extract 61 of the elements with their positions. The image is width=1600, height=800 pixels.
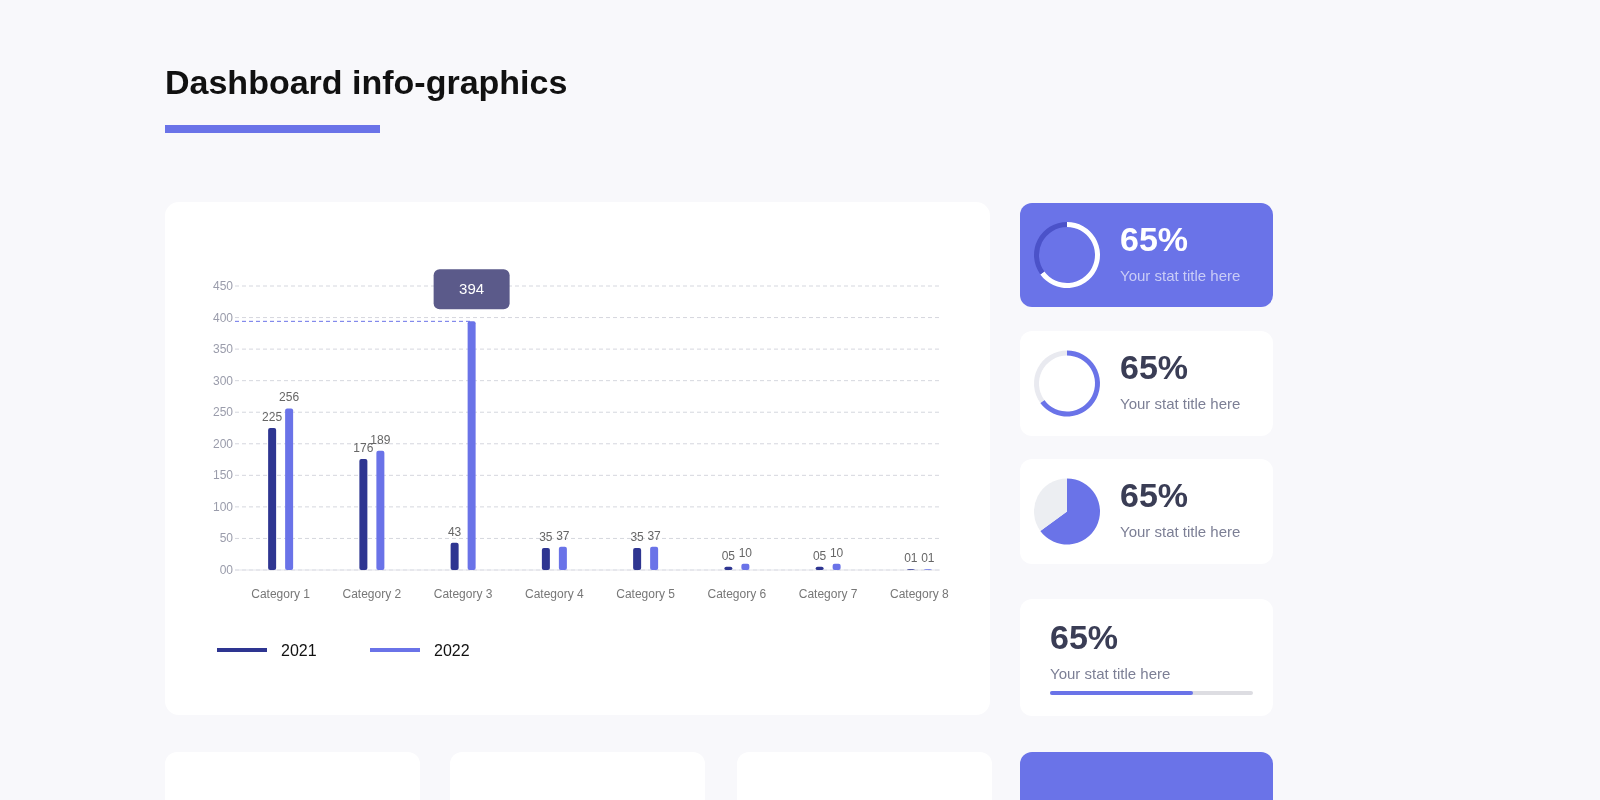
y-tick-label: 200 [212,436,234,451]
pie-slice [1034,478,1067,531]
x-tick-label: Category 4 [525,587,585,601]
chart-title: 65% [1120,348,1189,386]
x-tick-label: Category 1 [251,587,311,601]
text: Your stat title here [1120,395,1241,412]
bar [741,563,750,570]
bar [558,546,567,570]
bar [268,428,277,570]
y-tick-label: 50 [219,531,234,546]
x-tick-label: Category 8 [890,587,950,601]
data-label: 35 [630,529,645,544]
bar [376,450,385,570]
y-tick-label: 450 [212,279,234,293]
text: Your stat title here [1050,665,1171,682]
data-label: 05 [812,548,827,563]
text: 65% [1050,618,1119,656]
data-label: 01 [921,551,935,566]
data-label: 37 [556,528,570,543]
y-tick-label: 00 [219,563,234,577]
bar [650,546,659,570]
chart-title: 65% [1120,476,1189,514]
bar [633,547,642,570]
data-label: 37 [647,528,662,543]
bar [285,408,294,570]
x-tick-label: Category 2 [342,587,402,601]
data-label: 35 [539,529,553,544]
data-label: 10 [829,545,844,560]
data-label: 01 [904,551,918,566]
x-tick-label: Category 3 [433,587,493,601]
legend-label: 2022 [434,642,470,659]
bar [450,542,459,570]
annotation: 394 [459,280,485,298]
y-tick-label: 350 [212,342,234,357]
y-tick-label: 100 [212,499,234,514]
data-label: 10 [738,545,753,560]
y-tick-label: 400 [212,310,234,325]
bar [541,547,550,570]
legend-label: 2021 [281,642,317,659]
data-label: 176 [353,440,374,455]
bar [359,458,368,570]
text: Your stat title here [1120,267,1241,284]
y-tick-label: 150 [212,468,234,483]
donut-slice [1034,222,1067,275]
text: Your stat title here [1120,523,1241,540]
y-tick-label: 250 [212,405,234,420]
x-tick-label: Category 6 [707,587,767,601]
y-tick-label: 300 [212,373,234,388]
chart-title: Dashboard info-graphics [165,63,568,101]
chart-title: 65% [1120,220,1189,258]
pie-slice [1040,478,1100,545]
donut-slice [1034,350,1067,403]
bar [832,563,841,570]
data-label: 225 [262,410,283,424]
x-tick-label: Category 7 [798,587,858,601]
x-tick-label: Category 5 [616,587,676,601]
data-label: 43 [447,524,462,539]
data-label: 256 [279,390,300,405]
data-label: 05 [721,548,736,563]
donut-slice [1040,350,1100,417]
donut-slice [1040,222,1100,288]
